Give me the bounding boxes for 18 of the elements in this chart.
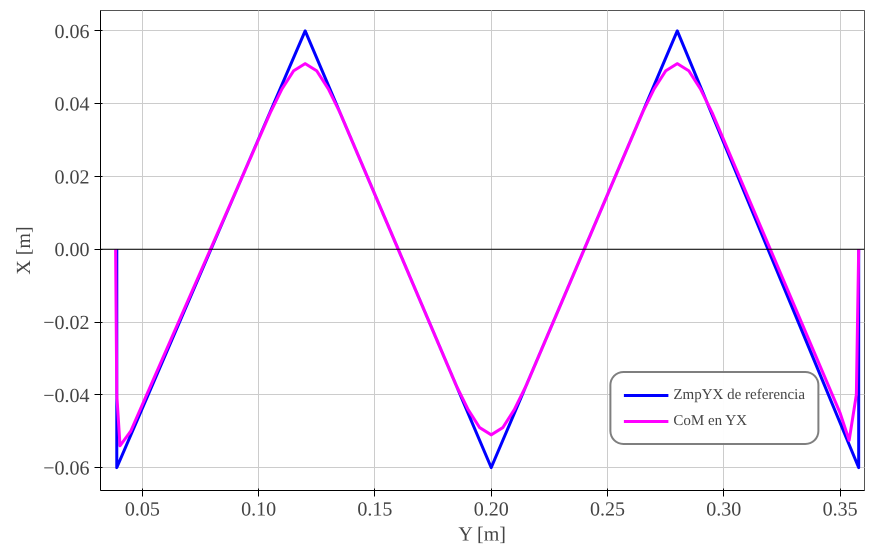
- legend-label: ZmpYX de referencia: [673, 386, 805, 404]
- y-tick-label: 0.04: [54, 94, 90, 116]
- legend-label: CoM en YX: [673, 412, 747, 430]
- x-axis-title: Y [m]: [458, 524, 506, 546]
- y-tick-label: −0.02: [43, 312, 90, 334]
- x-tick-label: 0.10: [241, 498, 276, 520]
- y-tick-label: 0.02: [54, 166, 90, 188]
- y-axis-title: X [m]: [13, 226, 36, 275]
- x-tick-label: 0.20: [474, 498, 509, 520]
- x-tick-label: 0.25: [590, 498, 626, 520]
- y-tick-label: 0.06: [54, 20, 90, 43]
- x-tick-label: 0.35: [822, 498, 858, 520]
- x-tick-label: 0.30: [706, 498, 742, 520]
- x-tick-label: 0.15: [357, 498, 392, 520]
- x-tick-label: 0.05: [124, 498, 160, 520]
- y-tick-label: −0.06: [43, 458, 90, 480]
- y-tick-label: −0.04: [43, 384, 90, 407]
- y-tick-label: 0.00: [54, 239, 90, 262]
